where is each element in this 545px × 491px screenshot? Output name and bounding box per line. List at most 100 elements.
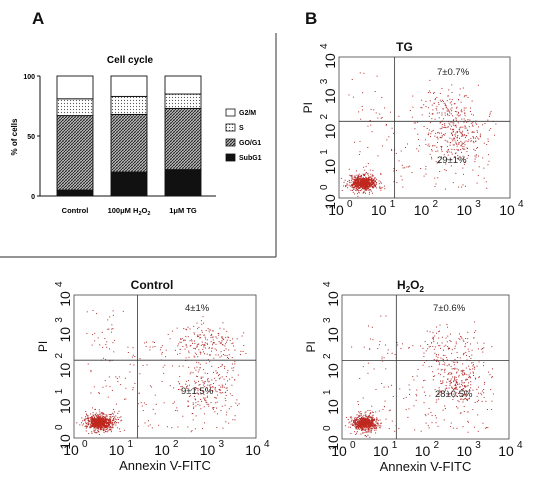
scatter-point (100, 418, 102, 420)
scatter-point (446, 158, 448, 160)
y-tick-exponent: 0 (322, 425, 333, 431)
scatter-point (101, 424, 104, 426)
scatter-point (199, 367, 201, 369)
scatter-point (450, 113, 452, 115)
scatter-point (224, 392, 226, 394)
scatter-point (83, 419, 85, 421)
scatter-point (92, 412, 94, 414)
scatter-point (439, 99, 441, 101)
scatter-point (423, 126, 425, 128)
scatter-point (476, 123, 478, 125)
scatter-point (357, 188, 359, 190)
scatter-point (200, 353, 202, 355)
scatter-point (90, 413, 92, 415)
scatter-point (362, 173, 364, 175)
scatter-point (408, 347, 410, 349)
scatter-point (373, 426, 375, 428)
scatter-point (432, 129, 434, 131)
scatter-point (385, 315, 387, 317)
scatter-point (444, 405, 446, 407)
scatter-point (179, 341, 181, 343)
scatter-point (226, 387, 228, 389)
scatter-point (434, 346, 436, 348)
scatter-point (365, 424, 367, 426)
scatter-point (225, 376, 227, 378)
scatter-point (357, 421, 359, 423)
scatter-point (366, 422, 368, 424)
scatter-point (367, 173, 369, 175)
scatter-point (90, 423, 92, 425)
scatter-point (203, 344, 205, 346)
scatter-point (370, 420, 373, 422)
scatter-point (92, 418, 94, 421)
scatter-point (192, 372, 194, 374)
scatter-point (462, 382, 464, 384)
scatter-point (352, 191, 354, 193)
scatter-point (152, 346, 154, 348)
scatter-point (355, 433, 357, 435)
scatter-point (105, 427, 107, 429)
scatter-point (462, 374, 464, 376)
y-tick-label: 10 (322, 194, 338, 210)
scatter-point (357, 422, 359, 424)
scatter-point (104, 417, 106, 419)
scatter-point (113, 415, 115, 417)
scatter-point (464, 115, 466, 117)
scatter-point (348, 94, 350, 96)
scatter-point (456, 379, 458, 381)
scatter-point (367, 125, 369, 127)
scatter-point (465, 379, 467, 381)
scatter-point (365, 414, 367, 416)
scatter-point (94, 423, 96, 426)
scatter-point (340, 178, 342, 180)
scatter-point (236, 399, 238, 401)
scatter-point (463, 107, 465, 109)
scatter-point (455, 372, 457, 374)
scatter-point (454, 395, 456, 397)
scatter-point (193, 406, 195, 408)
scatter-point (116, 421, 118, 423)
scatter-point (456, 368, 458, 370)
scatter-point (367, 428, 369, 430)
cell-cycle-ylabel: % of cells (10, 118, 19, 155)
scatter-point (216, 401, 218, 403)
scatter-point (373, 427, 375, 429)
scatter-point (363, 166, 365, 168)
scatter-point (478, 138, 480, 140)
scatter-point (361, 106, 363, 108)
scatter-point (218, 334, 220, 336)
scatter-point (389, 409, 391, 411)
scatter-point (85, 430, 87, 432)
scatter-point (475, 378, 477, 380)
scatter-point (365, 430, 367, 432)
scatter-point (382, 360, 384, 362)
scatter-point (98, 409, 100, 411)
scatter-point (464, 125, 466, 127)
scatter-point (367, 419, 370, 422)
scatter-point (457, 155, 459, 157)
scatter-point (363, 174, 366, 177)
scatter-point (81, 424, 83, 426)
scatter-point (411, 172, 413, 174)
scatter-point (476, 395, 478, 397)
scatter-point (356, 426, 358, 428)
scatter-point (183, 340, 185, 342)
scatter-point (109, 420, 111, 422)
scatter-point (362, 179, 365, 181)
scatter-point (436, 112, 438, 114)
scatter-point (363, 178, 366, 180)
scatter-point (356, 193, 358, 195)
scatter-point (96, 426, 98, 428)
scatter-point (447, 126, 449, 128)
scatter-point (197, 388, 199, 390)
scatter-point (132, 347, 134, 349)
scatter-point (106, 346, 108, 348)
scatter-point (366, 417, 369, 420)
scatter-point (451, 352, 453, 354)
scatter-point (204, 397, 206, 399)
scatter-point (183, 339, 185, 341)
scatter-point (368, 185, 371, 188)
scatter-point (110, 429, 112, 431)
scatter-point (425, 415, 427, 417)
scatter-point (438, 330, 440, 332)
